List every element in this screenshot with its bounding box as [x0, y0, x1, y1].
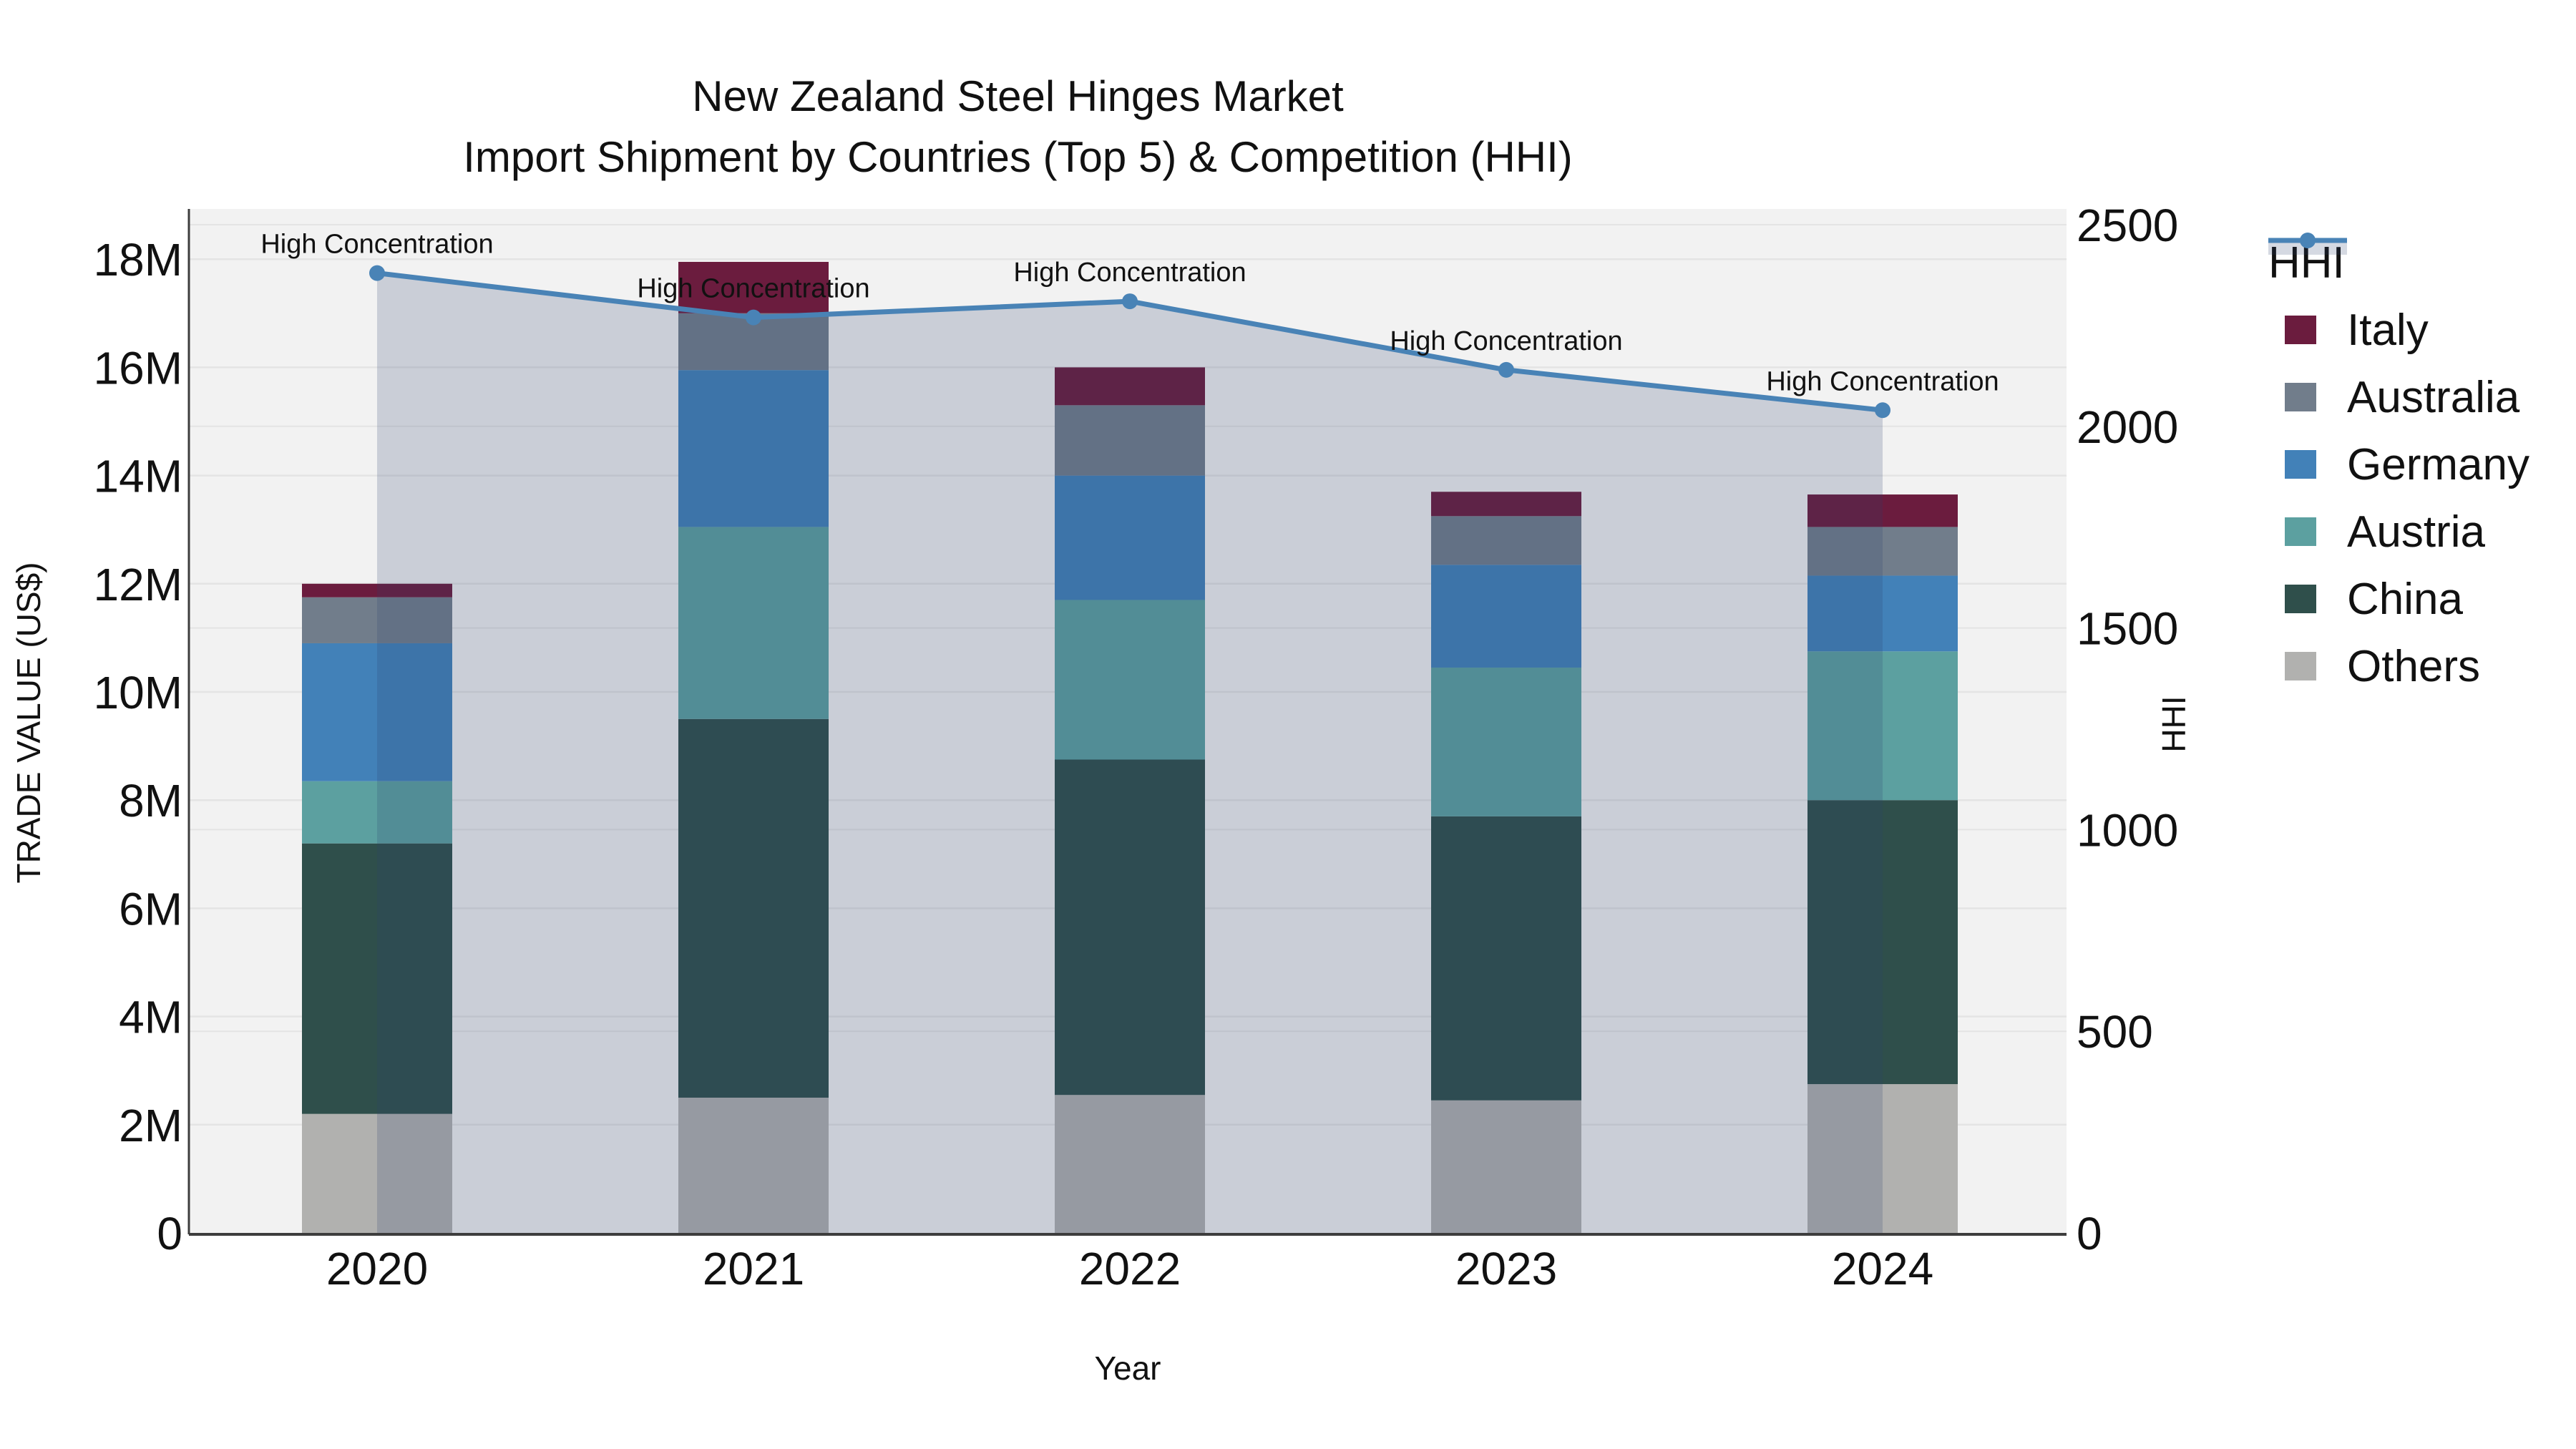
legend-item-others[interactable]: Others [2268, 633, 2529, 700]
bar-segment-italy-2023[interactable] [1431, 492, 1581, 517]
bar-segment-australia-2022[interactable] [1055, 405, 1205, 476]
bar-segment-austria-2023[interactable] [1431, 667, 1581, 816]
bar-segment-others-2024[interactable] [1807, 1084, 1958, 1233]
bar-segment-italy-2022[interactable] [1055, 367, 1205, 406]
y-right-tick-2000: 2000 [2077, 401, 2178, 453]
bar-segment-germany-2023[interactable] [1431, 565, 1581, 668]
legend-item-china[interactable]: China [2268, 565, 2529, 633]
y-left-tick-2M: 2M [119, 1100, 182, 1151]
bar-segment-china-2022[interactable] [1055, 759, 1205, 1096]
bar-segment-others-2021[interactable] [678, 1098, 829, 1233]
hhi-marker-2023[interactable] [1498, 361, 1514, 378]
y-left-tick-18M: 18M [94, 234, 183, 286]
annotation-2021: High Concentration [637, 274, 869, 304]
y-right-tick-1500: 1500 [2077, 603, 2178, 655]
y-left-tick-12M: 12M [94, 559, 183, 610]
legend-item-germany[interactable]: Germany [2268, 431, 2529, 498]
bar-segment-china-2020[interactable] [302, 843, 452, 1114]
y-left-tick-10M: 10M [94, 667, 183, 718]
bar-segment-italy-2024[interactable] [1807, 494, 1958, 527]
x-tick-2024: 2024 [1832, 1243, 1933, 1294]
bar-segment-austria-2020[interactable] [302, 781, 452, 844]
bar-segment-austria-2024[interactable] [1807, 651, 1958, 801]
annotation-2024: High Concentration [1766, 366, 1999, 396]
y-right-tick-1000: 1000 [2077, 804, 2178, 856]
bar-segment-germany-2020[interactable] [302, 643, 452, 781]
y-right-tick-2500: 2500 [2077, 200, 2178, 251]
y-axis-title-right: HHI [2155, 696, 2192, 753]
bar-segment-australia-2024[interactable] [1807, 527, 1958, 576]
y-left-tick-0: 0 [157, 1208, 182, 1259]
chart-title-line2: Import Shipment by Countries (Top 5) & C… [463, 133, 1573, 181]
annotation-2022: High Concentration [1013, 258, 1246, 288]
y-right-tick-0: 0 [2077, 1208, 2102, 1259]
bar-segment-china-2021[interactable] [678, 718, 829, 1098]
bar-segment-others-2022[interactable] [1055, 1095, 1205, 1233]
bar-segment-others-2020[interactable] [302, 1113, 452, 1233]
bar-segment-china-2023[interactable] [1431, 816, 1581, 1101]
legend-swatch-australia [2285, 383, 2316, 411]
legend-item-australia[interactable]: Australia [2268, 364, 2529, 431]
legend-label: Others [2347, 641, 2481, 691]
annotation-2020: High Concentration [260, 230, 493, 260]
hhi-marker-2020[interactable] [369, 265, 385, 281]
legend: HHI Italy Australia Germany Austria China Othe… [2268, 229, 2529, 700]
y-left-tick-4M: 4M [119, 992, 182, 1043]
legend-swatch-italy [2285, 316, 2316, 344]
hhi-marker-2022[interactable] [1122, 293, 1138, 310]
legend-label: Australia [2347, 372, 2520, 422]
legend-label: Austria [2347, 507, 2485, 557]
legend-label: Italy [2347, 305, 2429, 355]
hhi-legend-sample-icon [2268, 233, 2347, 255]
chart-title-line1: New Zealand Steel Hinges Market [692, 72, 1344, 120]
bar-segment-others-2023[interactable] [1431, 1100, 1581, 1233]
x-tick-2022: 2022 [1079, 1243, 1181, 1294]
x-tick-2021: 2021 [703, 1243, 804, 1294]
legend-swatch-others [2285, 652, 2316, 680]
bar-segment-germany-2022[interactable] [1055, 475, 1205, 600]
hhi-fill-area[interactable] [377, 273, 1883, 1234]
x-axis-title: Year [1094, 1350, 1161, 1387]
y-axis-title-left: TRADE VALUE (US$) [10, 562, 47, 884]
legend-item-italy[interactable]: Italy [2268, 296, 2529, 364]
bar-segment-austria-2021[interactable] [678, 527, 829, 719]
x-tick-2020: 2020 [326, 1243, 428, 1294]
legend-swatch-germany [2285, 450, 2316, 479]
bar-segment-germany-2021[interactable] [678, 370, 829, 527]
bar-segment-australia-2020[interactable] [302, 597, 452, 643]
bar-segment-italy-2021[interactable] [678, 261, 829, 313]
legend-label: China [2347, 574, 2463, 624]
hhi-marker-2021[interactable] [746, 309, 761, 326]
y-left-tick-16M: 16M [94, 342, 183, 394]
y-left-tick-6M: 6M [119, 883, 182, 935]
y-left-tick-14M: 14M [94, 451, 183, 502]
y-right-tick-500: 500 [2077, 1006, 2153, 1058]
bar-segment-australia-2023[interactable] [1431, 516, 1581, 565]
legend-swatch-austria [2285, 517, 2316, 546]
bar-segment-germany-2024[interactable] [1807, 575, 1958, 652]
annotation-2023: High Concentration [1390, 326, 1622, 356]
legend-item-austria[interactable]: Austria [2268, 498, 2529, 565]
legend-item-hhi[interactable]: HHI [2268, 229, 2529, 296]
hhi-marker-2024[interactable] [1875, 402, 1890, 419]
bar-segment-austria-2022[interactable] [1055, 600, 1205, 760]
y-left-tick-8M: 8M [119, 775, 182, 826]
bar-segment-italy-2020[interactable] [302, 583, 452, 597]
legend-swatch-china [2285, 585, 2316, 613]
x-tick-2023: 2023 [1455, 1243, 1557, 1294]
legend-label: Germany [2347, 439, 2529, 489]
bar-segment-china-2024[interactable] [1807, 800, 1958, 1085]
